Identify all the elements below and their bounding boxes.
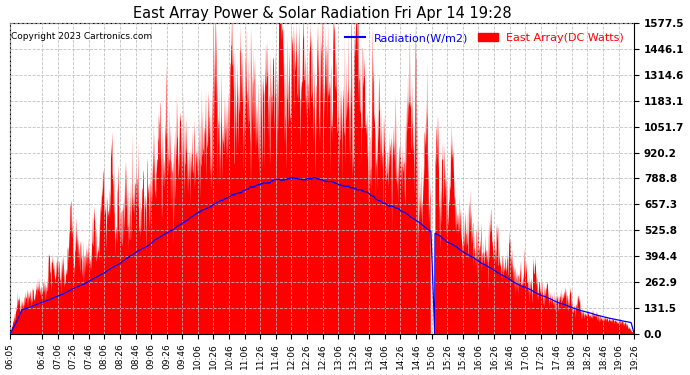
Text: Copyright 2023 Cartronics.com: Copyright 2023 Cartronics.com xyxy=(11,32,152,41)
Legend: Radiation(W/m2), East Array(DC Watts): Radiation(W/m2), East Array(DC Watts) xyxy=(341,28,629,48)
Title: East Array Power & Solar Radiation Fri Apr 14 19:28: East Array Power & Solar Radiation Fri A… xyxy=(133,6,511,21)
